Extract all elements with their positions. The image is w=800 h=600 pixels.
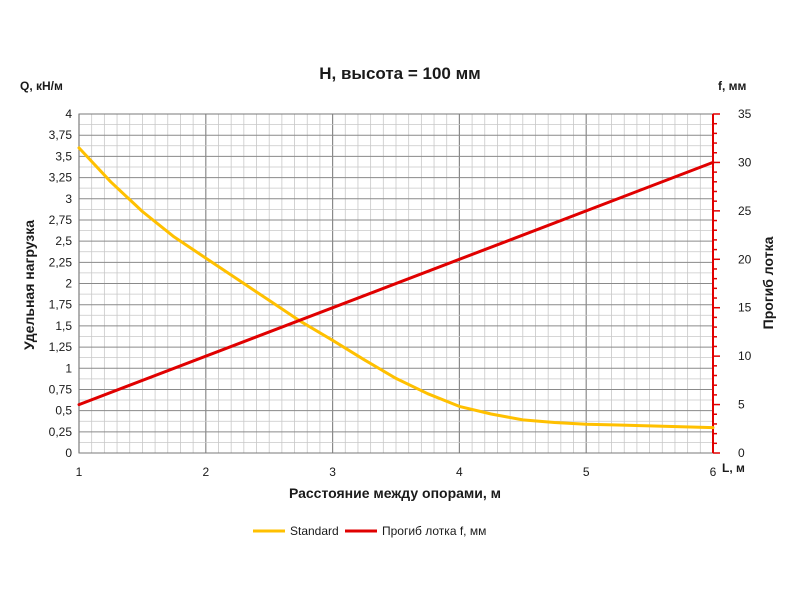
right-axis-title: Прогиб лотка bbox=[760, 236, 776, 329]
y-left-tick-label: 4 bbox=[65, 107, 72, 121]
left-axis-unit: Q, кН/м bbox=[20, 79, 63, 93]
x-axis-title: Расстояние между опорами, м bbox=[289, 485, 501, 501]
y-left-tick-label: 2,75 bbox=[49, 213, 73, 227]
y-right-tick-label: 25 bbox=[738, 204, 752, 218]
chart-title: H, высота = 100 мм bbox=[319, 64, 481, 83]
y-left-tick-label: 2,25 bbox=[49, 255, 73, 269]
x-tick-label: 3 bbox=[329, 465, 336, 479]
x-tick-label: 6 bbox=[710, 465, 717, 479]
y-right-tick-label: 30 bbox=[738, 155, 752, 169]
left-axis-title: Удельная нагрузка bbox=[21, 220, 37, 350]
series-layer bbox=[77, 146, 715, 430]
y-right-tick-label: 0 bbox=[738, 446, 745, 460]
y-left-tick-label: 1,75 bbox=[49, 298, 73, 312]
y-left-tick-label: 0,5 bbox=[55, 404, 72, 418]
y-right-tick-label: 20 bbox=[738, 252, 752, 266]
x-axis-unit: L, м bbox=[722, 461, 745, 475]
series-line-deflection bbox=[77, 160, 715, 407]
y-right-tick-label: 35 bbox=[738, 107, 752, 121]
y-left-tick-label: 2 bbox=[65, 277, 72, 291]
y-left-tick-label: 0,75 bbox=[49, 382, 73, 396]
y-left-tick-label: 2,5 bbox=[55, 234, 72, 248]
y-right-tick-label: 5 bbox=[738, 398, 745, 412]
x-tick-label: 2 bbox=[202, 465, 209, 479]
y-left-tick-label: 1,5 bbox=[55, 319, 72, 333]
y-left-tick-label: 0,25 bbox=[49, 425, 73, 439]
legend: Standard Прогиб лотка f, мм bbox=[253, 524, 486, 538]
x-tick-label: 5 bbox=[583, 465, 590, 479]
y-left-tick-label: 3,75 bbox=[49, 128, 73, 142]
tick-labels: 1 2 3 4 5 6 0 0,25 0,5 0,75 1 1,25 1,5 1,75 2 2,25 2,5 2,… bbox=[49, 107, 752, 479]
x-tick-label: 4 bbox=[456, 465, 463, 479]
y-right-tick-label: 15 bbox=[738, 301, 752, 315]
y-left-tick-label: 1 bbox=[65, 361, 72, 375]
right-axis-unit: f, мм bbox=[718, 79, 747, 93]
y-right-tick-label: 10 bbox=[738, 349, 752, 363]
y-left-tick-label: 0 bbox=[65, 446, 72, 460]
y-left-tick-label: 3 bbox=[65, 192, 72, 206]
x-tick-label: 1 bbox=[76, 465, 83, 479]
legend-label-deflection: Прогиб лотка f, мм bbox=[382, 524, 486, 538]
y-left-tick-label: 3,25 bbox=[49, 171, 73, 185]
axes bbox=[78, 113, 720, 454]
series-line-standard bbox=[77, 146, 715, 430]
legend-label-standard: Standard bbox=[290, 524, 339, 538]
y-left-tick-label: 3,5 bbox=[55, 149, 72, 163]
y-left-tick-label: 1,25 bbox=[49, 340, 73, 354]
